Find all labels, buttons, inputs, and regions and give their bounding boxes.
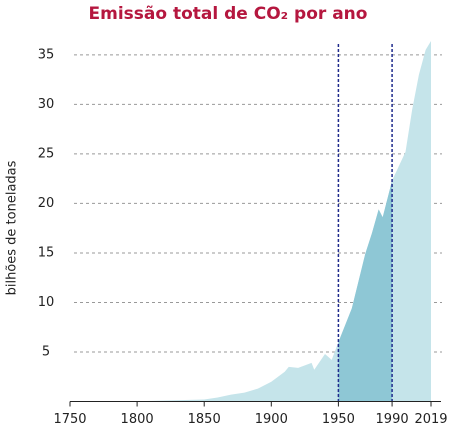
x-tick-label: 1950 — [322, 412, 355, 427]
y-tick-label: 5 — [42, 344, 50, 359]
x-tick-label: 1800 — [121, 412, 154, 427]
y-tick-label: 20 — [38, 196, 55, 211]
y-tick-label: 30 — [38, 97, 55, 112]
x-tick-label: 1900 — [255, 412, 288, 427]
area — [70, 40, 431, 402]
y-tick-label: 15 — [38, 245, 55, 260]
y-tick-label: 35 — [38, 47, 55, 62]
highlight-area — [338, 180, 393, 402]
y-tick-label: 10 — [38, 295, 55, 310]
x-tick-label: 1850 — [188, 412, 221, 427]
chart-title: Emissão total de CO₂ por ano — [89, 4, 368, 24]
x-tick-label: 2019 — [414, 412, 447, 427]
x-tick-label: 1750 — [53, 412, 86, 427]
x-tick-label: 1990 — [376, 412, 409, 427]
y-axis-label: bilhões de toneladas — [5, 160, 20, 295]
y-tick-label: 25 — [38, 146, 55, 161]
